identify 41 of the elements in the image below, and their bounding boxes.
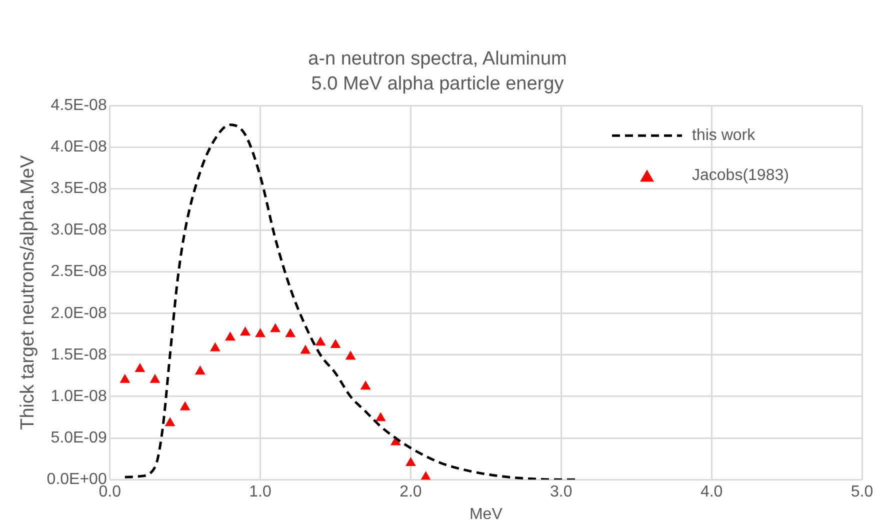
x-axis-title: MeV	[469, 506, 503, 523]
y-tick-label: 1.5E-08	[50, 346, 107, 364]
y-tick-label: 1.0E-08	[50, 388, 107, 405]
x-tick-label: 2.0	[400, 484, 422, 501]
point	[180, 401, 190, 410]
x-tick-label: 1.0	[249, 484, 272, 501]
point	[120, 374, 130, 383]
point	[240, 326, 250, 336]
y-tick-label: 3.0E-08	[50, 222, 107, 239]
legend-label: Jacobs(1983)	[692, 167, 789, 184]
y-tick-label: 3.5E-08	[50, 180, 107, 198]
point	[164, 417, 176, 426]
point	[134, 363, 146, 372]
y-tick-label: 2.0E-08	[50, 304, 107, 322]
line-series	[124, 123, 578, 480]
point	[285, 328, 296, 338]
x-tick-label: 3.0	[550, 484, 572, 501]
point	[210, 342, 220, 352]
y-tick-label: 2.5E-08	[50, 263, 107, 280]
y-tick-label: 4.5E-08	[50, 97, 107, 114]
y-tick-label: 4.0E-08	[50, 138, 107, 156]
point	[270, 323, 281, 332]
x-tick-label: 5.0	[850, 484, 874, 501]
point	[255, 328, 266, 338]
y-axis-title: Thick target neutrons/alpha.MeV	[18, 154, 39, 430]
chart-subtitle: 5.0 MeV alpha particle energy	[311, 73, 564, 94]
point	[345, 350, 356, 360]
point	[420, 471, 431, 480]
point	[360, 380, 371, 390]
point	[406, 456, 416, 466]
point	[150, 374, 160, 383]
y-tick-label: 5.0E-09	[50, 429, 107, 446]
point	[330, 338, 341, 348]
point	[315, 336, 326, 346]
x-tick-label: 4.0	[700, 484, 723, 501]
point	[225, 331, 236, 340]
point	[194, 366, 206, 375]
point	[375, 412, 386, 422]
legend-label: this work	[692, 127, 756, 144]
chart-title: a-n neutron spectra, Aluminum	[308, 48, 567, 70]
point	[300, 344, 311, 354]
